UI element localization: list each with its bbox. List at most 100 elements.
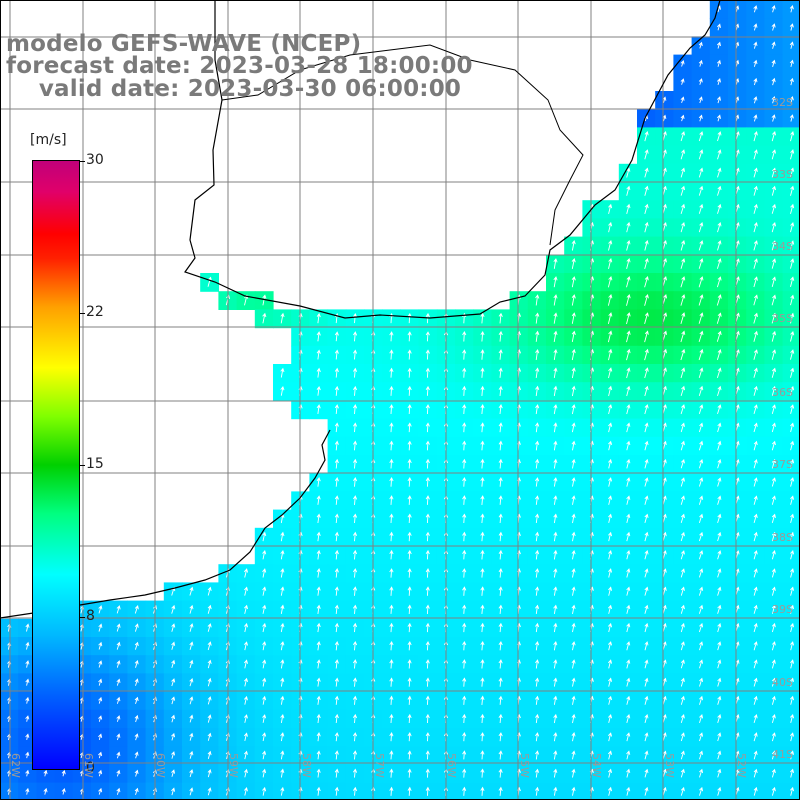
wind-arrow [389,713,394,724]
wind-arrow [553,677,558,687]
wind-arrow [753,422,758,433]
wind-arrow [280,786,285,796]
wind-arrow [480,659,485,669]
wind-arrow [571,312,576,324]
wind-arrow [280,677,285,687]
wind-arrow [407,349,412,360]
wind-arrow [353,422,358,433]
wind-arrow [790,549,795,560]
wind-arrow [353,404,358,415]
wind-arrow [389,586,394,596]
wind-arrow [753,96,758,104]
wind-arrow [608,513,613,524]
wind-arrow [425,531,430,542]
wind-arrow [480,786,485,796]
wind-arrow [607,768,613,778]
wind-arrow [753,41,758,49]
wind-arrow [280,622,285,633]
wind-arrow [717,440,722,451]
wind-arrow [462,586,467,596]
wind-arrow [189,604,194,614]
wind-arrow [717,240,722,251]
wind-arrow [462,531,467,542]
wind-arrow [425,768,430,778]
wind-arrow [280,604,285,614]
wind-arrow [316,713,321,724]
wind-arrow [334,476,339,487]
wind-arrow [626,531,631,542]
wind-arrow [571,385,576,397]
wind-arrow [25,696,30,704]
wind-arrow [644,185,649,196]
wind-arrow [389,695,394,705]
wind-arrow [262,659,267,669]
wind-arrow [571,257,576,269]
wind-arrow [352,695,358,705]
wind-arrow [498,440,503,451]
wind-arrow [553,385,558,397]
wind-arrow [189,623,194,632]
wind-arrow [716,41,721,49]
wind-arrow [698,131,704,142]
wind-arrow [316,549,321,560]
wind-arrow [771,349,777,360]
wind-arrow [790,367,795,378]
wind-arrow [498,622,503,633]
wind-arrow [462,695,467,705]
wind-arrow [171,604,176,614]
wind-arrow [644,677,649,687]
wind-arrow [352,604,358,614]
wind-arrow [280,385,285,396]
wind-arrow [553,640,558,651]
wind-arrow [353,349,358,360]
wind-arrow [771,185,777,196]
wind-arrow [680,276,686,288]
wind-arrow [280,367,285,378]
wind-arrow [425,404,430,415]
wind-arrow [571,477,576,487]
wind-arrow [389,349,394,360]
wind-arrow [280,768,285,778]
wind-arrow [753,23,758,31]
wind-arrow [753,5,758,13]
wind-arrow [626,275,631,288]
wind-arrow [389,786,394,796]
wind-arrow [353,495,358,505]
wind-arrow [189,678,194,687]
wind-arrow [389,513,394,524]
wind-arrow [262,568,267,578]
wind-arrow [753,695,758,705]
wind-arrow [771,41,776,49]
wind-arrow [316,732,321,742]
wind-arrow [498,367,503,378]
wind-arrow [334,695,339,705]
wind-arrow [535,348,540,360]
wind-arrow [771,549,776,560]
wind-arrow [553,604,558,614]
wind-arrow [462,622,467,633]
wind-arrow [189,586,194,596]
wind-arrow [607,677,613,687]
lon-label: 58W [300,753,313,778]
wind-arrow [389,331,394,342]
wind-arrow [680,348,686,361]
wind-arrow [771,440,776,451]
wind-arrow [753,240,758,251]
wind-arrow [334,513,339,524]
wind-arrow [425,604,430,615]
wind-arrow [753,349,758,360]
wind-arrow [626,167,631,178]
wind-arrow [626,258,631,270]
wind-arrow [389,677,394,687]
wind-arrow [116,787,121,795]
wind-arrow [789,750,795,760]
wind-arrow [717,495,722,505]
wind-arrow [753,732,758,742]
lon-label: 57W [373,753,386,778]
wind-arrow [626,348,631,361]
wind-arrow [680,695,685,705]
wind-arrow [607,312,613,325]
wind-arrow [352,640,358,651]
wind-arrow [753,185,758,196]
wind-arrow [334,622,339,633]
